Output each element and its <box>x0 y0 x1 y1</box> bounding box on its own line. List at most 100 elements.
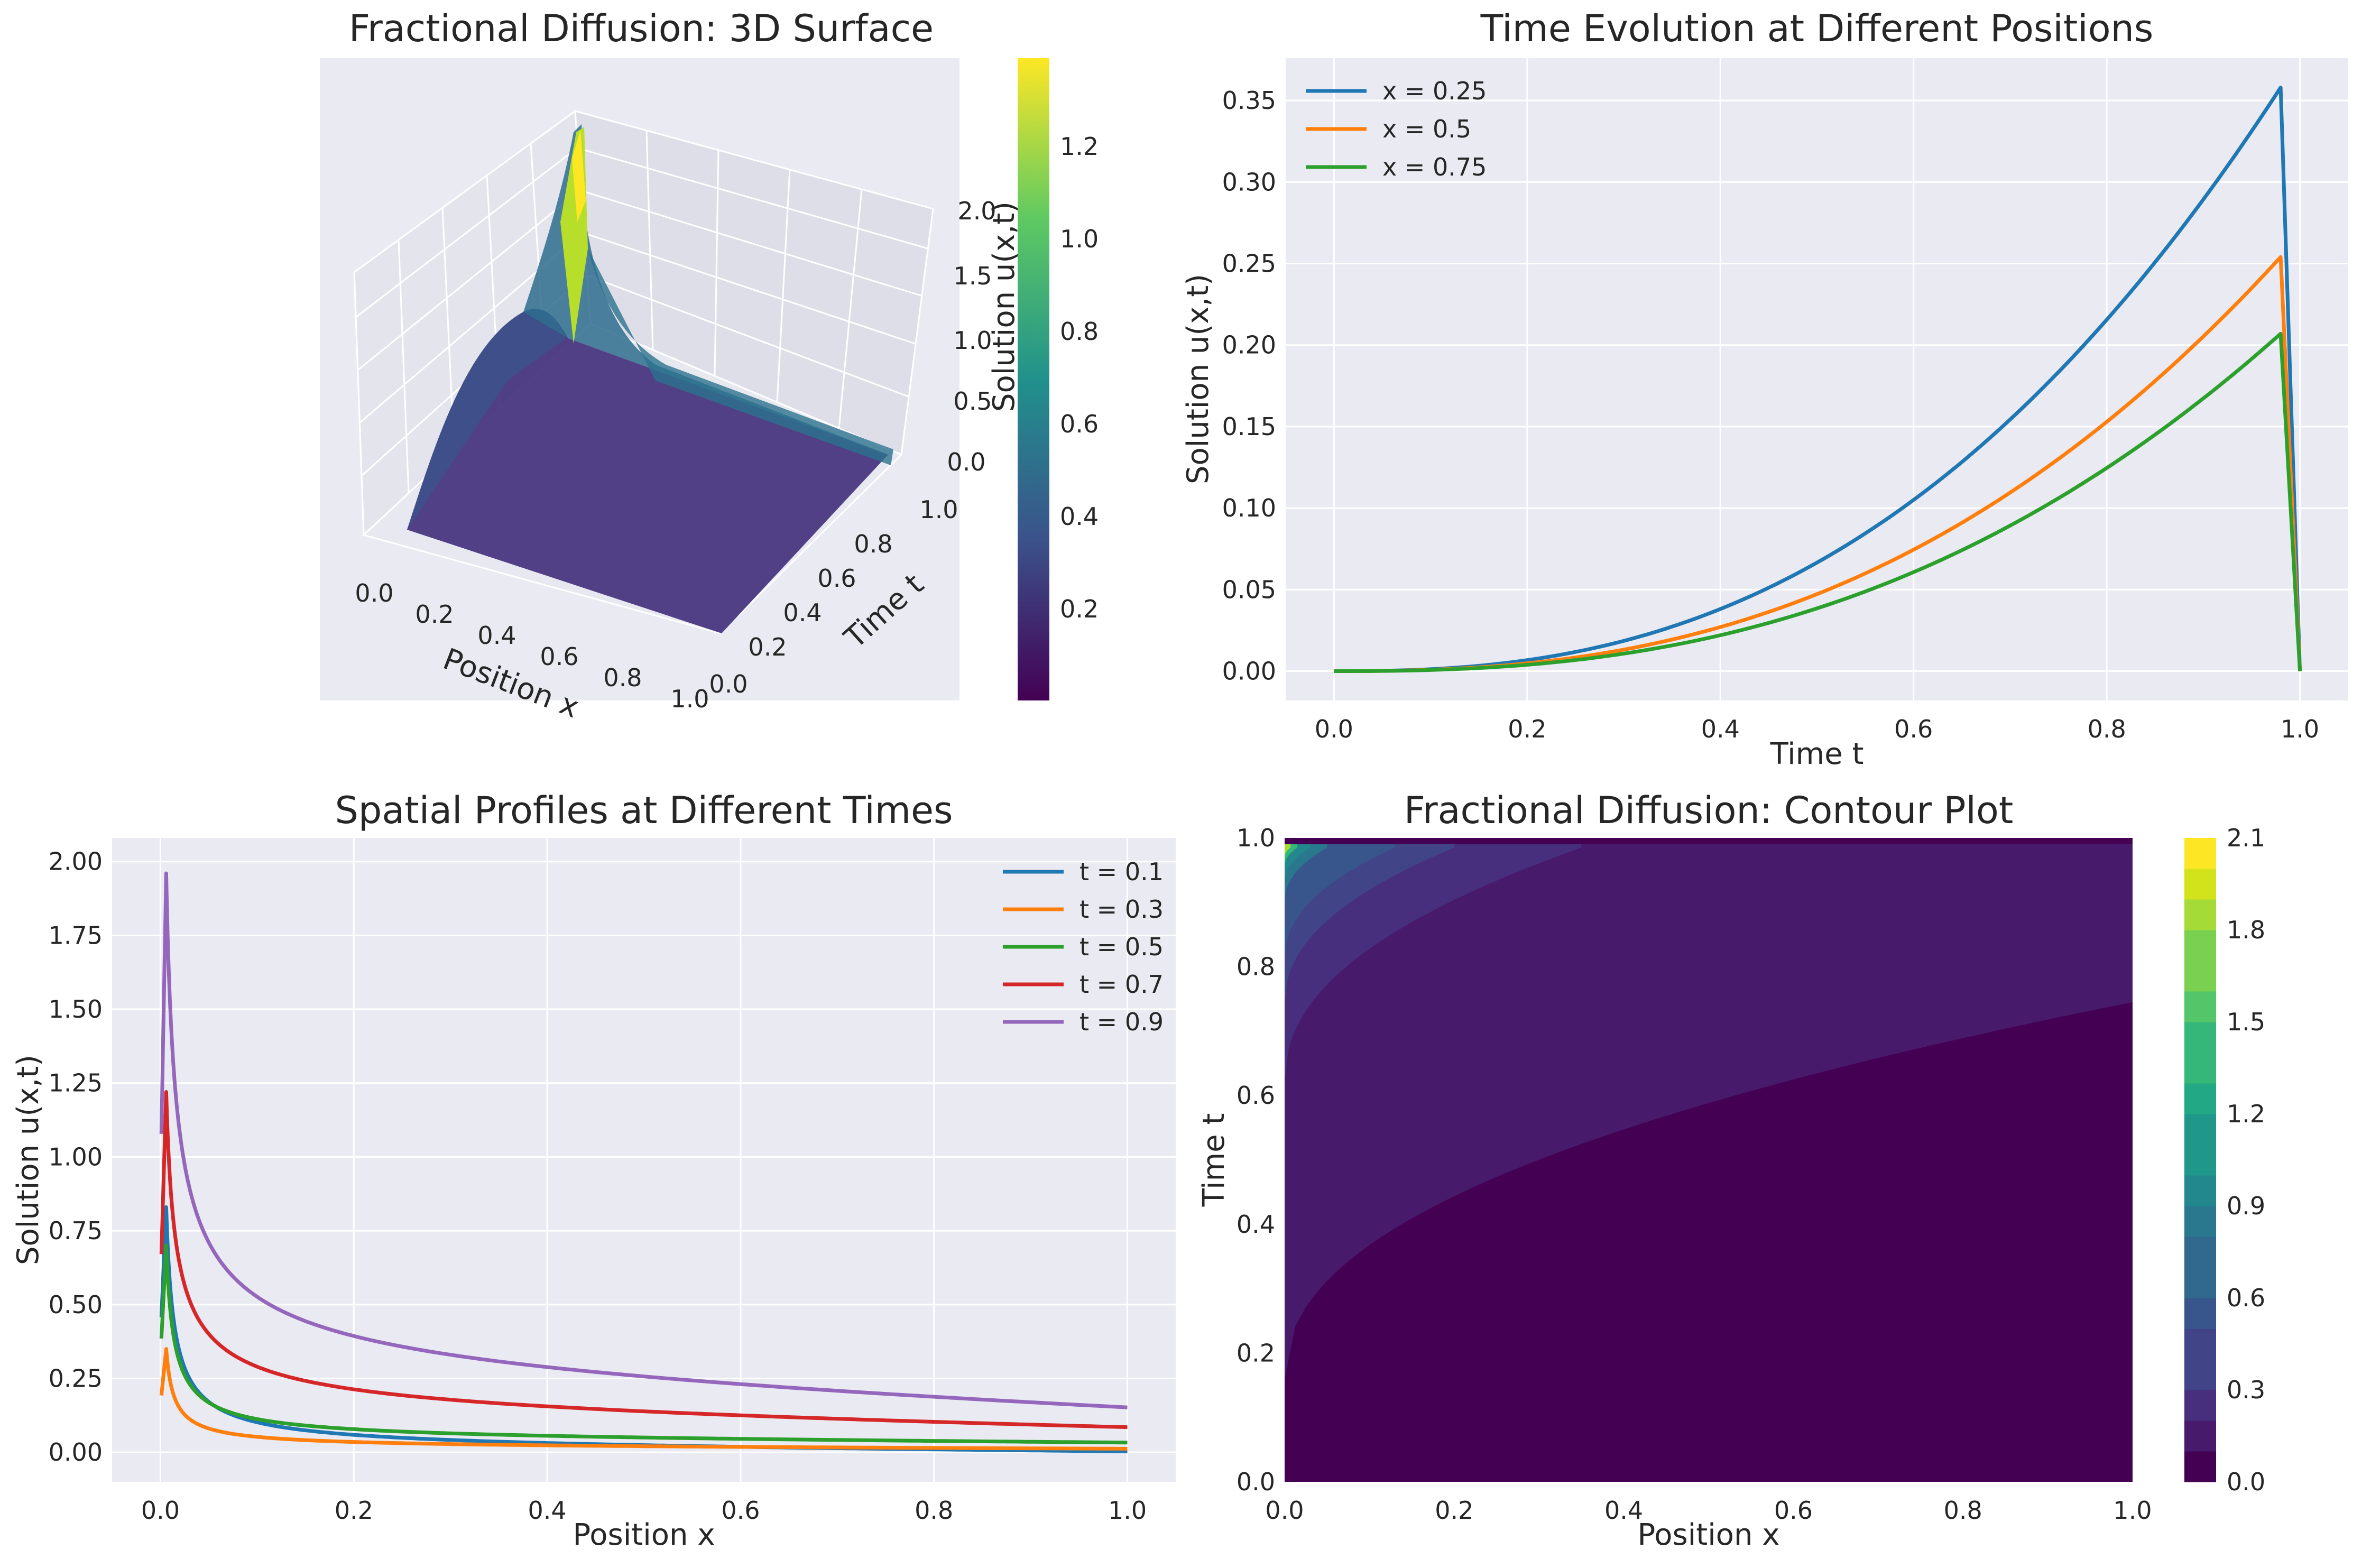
time-evolution-x-label: Time t <box>1770 737 1864 771</box>
time-evolution-series <box>1334 86 2302 673</box>
surface-y-tick: 0.0 <box>709 670 748 698</box>
surface-z-tick: 1.0 <box>953 326 992 355</box>
spatial-profiles-line <box>159 871 1128 1409</box>
contour-colorbar-segment <box>2184 1206 2216 1237</box>
spatial-profiles-legend-label: t = 0.5 <box>1079 933 1164 961</box>
spatial-profiles-x-tick: 1.0 <box>1108 1496 1147 1525</box>
spatial-profiles-legend-label: t = 0.7 <box>1079 970 1164 999</box>
spatial-profiles-x-tick: 0.4 <box>528 1496 567 1525</box>
contour-x-tick: 0.2 <box>1435 1496 1473 1525</box>
surface-tail <box>588 248 893 465</box>
time-evolution-y-tick: 0.35 <box>1222 86 1276 115</box>
contour-colorbar-segment <box>2184 1267 2216 1298</box>
time-evolution-x-tick: 0.0 <box>1315 715 1353 743</box>
spatial-profiles-x-tick: 0.6 <box>721 1496 760 1525</box>
contour-colorbar-segment <box>2184 1083 2216 1114</box>
surface-colorbar <box>1018 58 1049 700</box>
surface-colorbar-tick: 0.4 <box>1060 502 1099 531</box>
spatial-profiles-y-tick: 0.00 <box>49 1438 103 1466</box>
time-evolution-x-tick: 1.0 <box>2281 715 2319 743</box>
time-evolution-line <box>1334 86 2302 673</box>
contour-colorbar-segment <box>2184 1114 2216 1145</box>
time-evolution-x-ticks: 0.0 0.2 0.4 0.6 0.8 1.0 <box>1315 715 2319 743</box>
surface-x-tick: 1.0 <box>670 685 709 713</box>
surface-y-tick: 0.4 <box>783 598 822 627</box>
contour-y-tick: 0.8 <box>1237 953 1275 981</box>
spatial-profiles-y-tick: 1.00 <box>49 1142 103 1171</box>
contour-x-tick: 0.8 <box>1944 1496 1982 1525</box>
contour-y-tick: 0.0 <box>1237 1468 1275 1496</box>
contour-fill <box>1285 838 2133 1482</box>
surface-x-tick: 0.4 <box>477 621 516 650</box>
time-evolution-y-ticks: 0.00 0.05 0.10 0.15 0.20 0.25 0.30 0.35 <box>1222 86 1276 685</box>
spatial-profiles-legend-label: t = 0.9 <box>1079 1008 1164 1036</box>
contour-colorbar-tick: 1.2 <box>2227 1100 2265 1128</box>
spatial-profiles-x-ticks: 0.0 0.2 0.4 0.6 0.8 1.0 <box>141 1496 1147 1525</box>
spatial-profiles-x-label: Position x <box>573 1518 715 1552</box>
time-evolution-y-label: Solution u(x,t) <box>1181 274 1215 484</box>
surface-body <box>407 309 888 633</box>
contour-colorbar-segment <box>2184 1022 2216 1053</box>
surface-mesh <box>407 124 893 633</box>
time-evolution-y-tick: 0.30 <box>1222 168 1276 196</box>
surface-z-tick: 0.5 <box>953 387 992 416</box>
contour-colorbar-segment <box>2184 1390 2216 1421</box>
contour-colorbar-segment <box>2184 961 2216 992</box>
surface-x-tick: 0.2 <box>415 600 454 629</box>
contour-level <box>1285 838 1963 1212</box>
time-evolution-legend-label: x = 0.25 <box>1382 77 1487 105</box>
spatial-profiles-y-tick: 1.25 <box>49 1069 103 1097</box>
contour-colorbar-segment <box>2184 1237 2216 1268</box>
time-evolution-x-tick: 0.8 <box>2088 715 2126 743</box>
spatial-profiles-y-ticks: 0.00 0.25 0.50 0.75 1.00 1.25 1.50 1.75 2.00 <box>49 847 103 1466</box>
contour-colorbar-tick: 0.0 <box>2227 1468 2265 1496</box>
contour-colorbar-segment <box>2184 1298 2216 1329</box>
surface-colorbar-tick: 0.8 <box>1060 317 1099 346</box>
time-evolution-y-tick: 0.05 <box>1222 575 1276 604</box>
spatial-profiles-legend-label: t = 0.3 <box>1079 895 1164 924</box>
contour-colorbar-segment <box>2184 1053 2216 1084</box>
spatial-profiles-legend-label: t = 0.1 <box>1079 857 1164 886</box>
spatial-profiles-y-tick: 0.75 <box>49 1216 103 1245</box>
spatial-profiles-y-label: Solution u(x,t) <box>11 1055 45 1265</box>
time-evolution-legend: x = 0.25 x = 0.5 x = 0.75 <box>1306 77 1487 181</box>
surface-x-ticks: 0.0 0.2 0.4 0.6 0.8 1.0 <box>355 579 709 713</box>
time-evolution-legend-label: x = 0.75 <box>1382 153 1487 181</box>
contour-colorbar-segment <box>2184 1329 2216 1360</box>
time-evolution-y-tick: 0.10 <box>1222 494 1276 522</box>
contour-x-tick: 0.4 <box>1604 1496 1643 1525</box>
time-evolution-title: Time Evolution at Different Positions <box>1480 7 2154 50</box>
surface-colorbar-ticks: 0.2 0.4 0.6 0.8 1.0 1.2 <box>1060 132 1099 623</box>
contour-y-tick: 0.4 <box>1237 1210 1275 1239</box>
contour-y-ticks: 0.0 0.2 0.4 0.6 0.8 1.0 <box>1237 824 1275 1496</box>
surface-colorbar-tick: 1.0 <box>1060 225 1099 253</box>
contour-colorbar-segment <box>2184 838 2216 869</box>
time-evolution-y-tick: 0.15 <box>1222 412 1276 441</box>
surface-colorbar-tick: 1.2 <box>1060 132 1099 161</box>
surface-z-tick: 1.5 <box>953 262 992 290</box>
spatial-profiles-y-tick: 1.75 <box>49 921 103 949</box>
contour-colorbar-segment <box>2184 1421 2216 1452</box>
surface-z-tick: 0.0 <box>947 448 985 476</box>
spatial-profiles-panel: Spatial Profiles at Different Times 0.0 0… <box>11 789 1176 1552</box>
spatial-profiles-grid <box>112 838 1176 1482</box>
contour-x-label: Position x <box>1638 1518 1780 1552</box>
surface-title: Fractional Diffusion: 3D Surface <box>349 7 934 50</box>
surface-y-tick: 0.8 <box>854 530 892 558</box>
surface-y-tick: 0.2 <box>748 633 787 661</box>
time-evolution-x-tick: 0.2 <box>1508 715 1546 743</box>
spatial-profiles-axes-background <box>112 838 1176 1482</box>
contour-y-tick: 0.6 <box>1237 1081 1275 1110</box>
surface-colorbar-tick: 0.2 <box>1060 595 1099 623</box>
time-evolution-x-tick: 0.6 <box>1894 715 1933 743</box>
contour-y-label: Time t <box>1197 1113 1231 1207</box>
time-evolution-y-tick: 0.20 <box>1222 331 1276 359</box>
contour-title: Fractional Diffusion: Contour Plot <box>1404 789 2014 832</box>
surface-y-tick: 1.0 <box>919 495 958 524</box>
spatial-profiles-y-tick: 1.50 <box>49 995 103 1023</box>
time-evolution-line <box>1334 331 2302 673</box>
spatial-profiles-line <box>159 1243 1128 1445</box>
spatial-profiles-legend: t = 0.1 t = 0.3 t = 0.5 t = 0.7 t = 0.9 <box>1003 857 1164 1036</box>
surface-x-tick: 0.6 <box>540 642 578 671</box>
